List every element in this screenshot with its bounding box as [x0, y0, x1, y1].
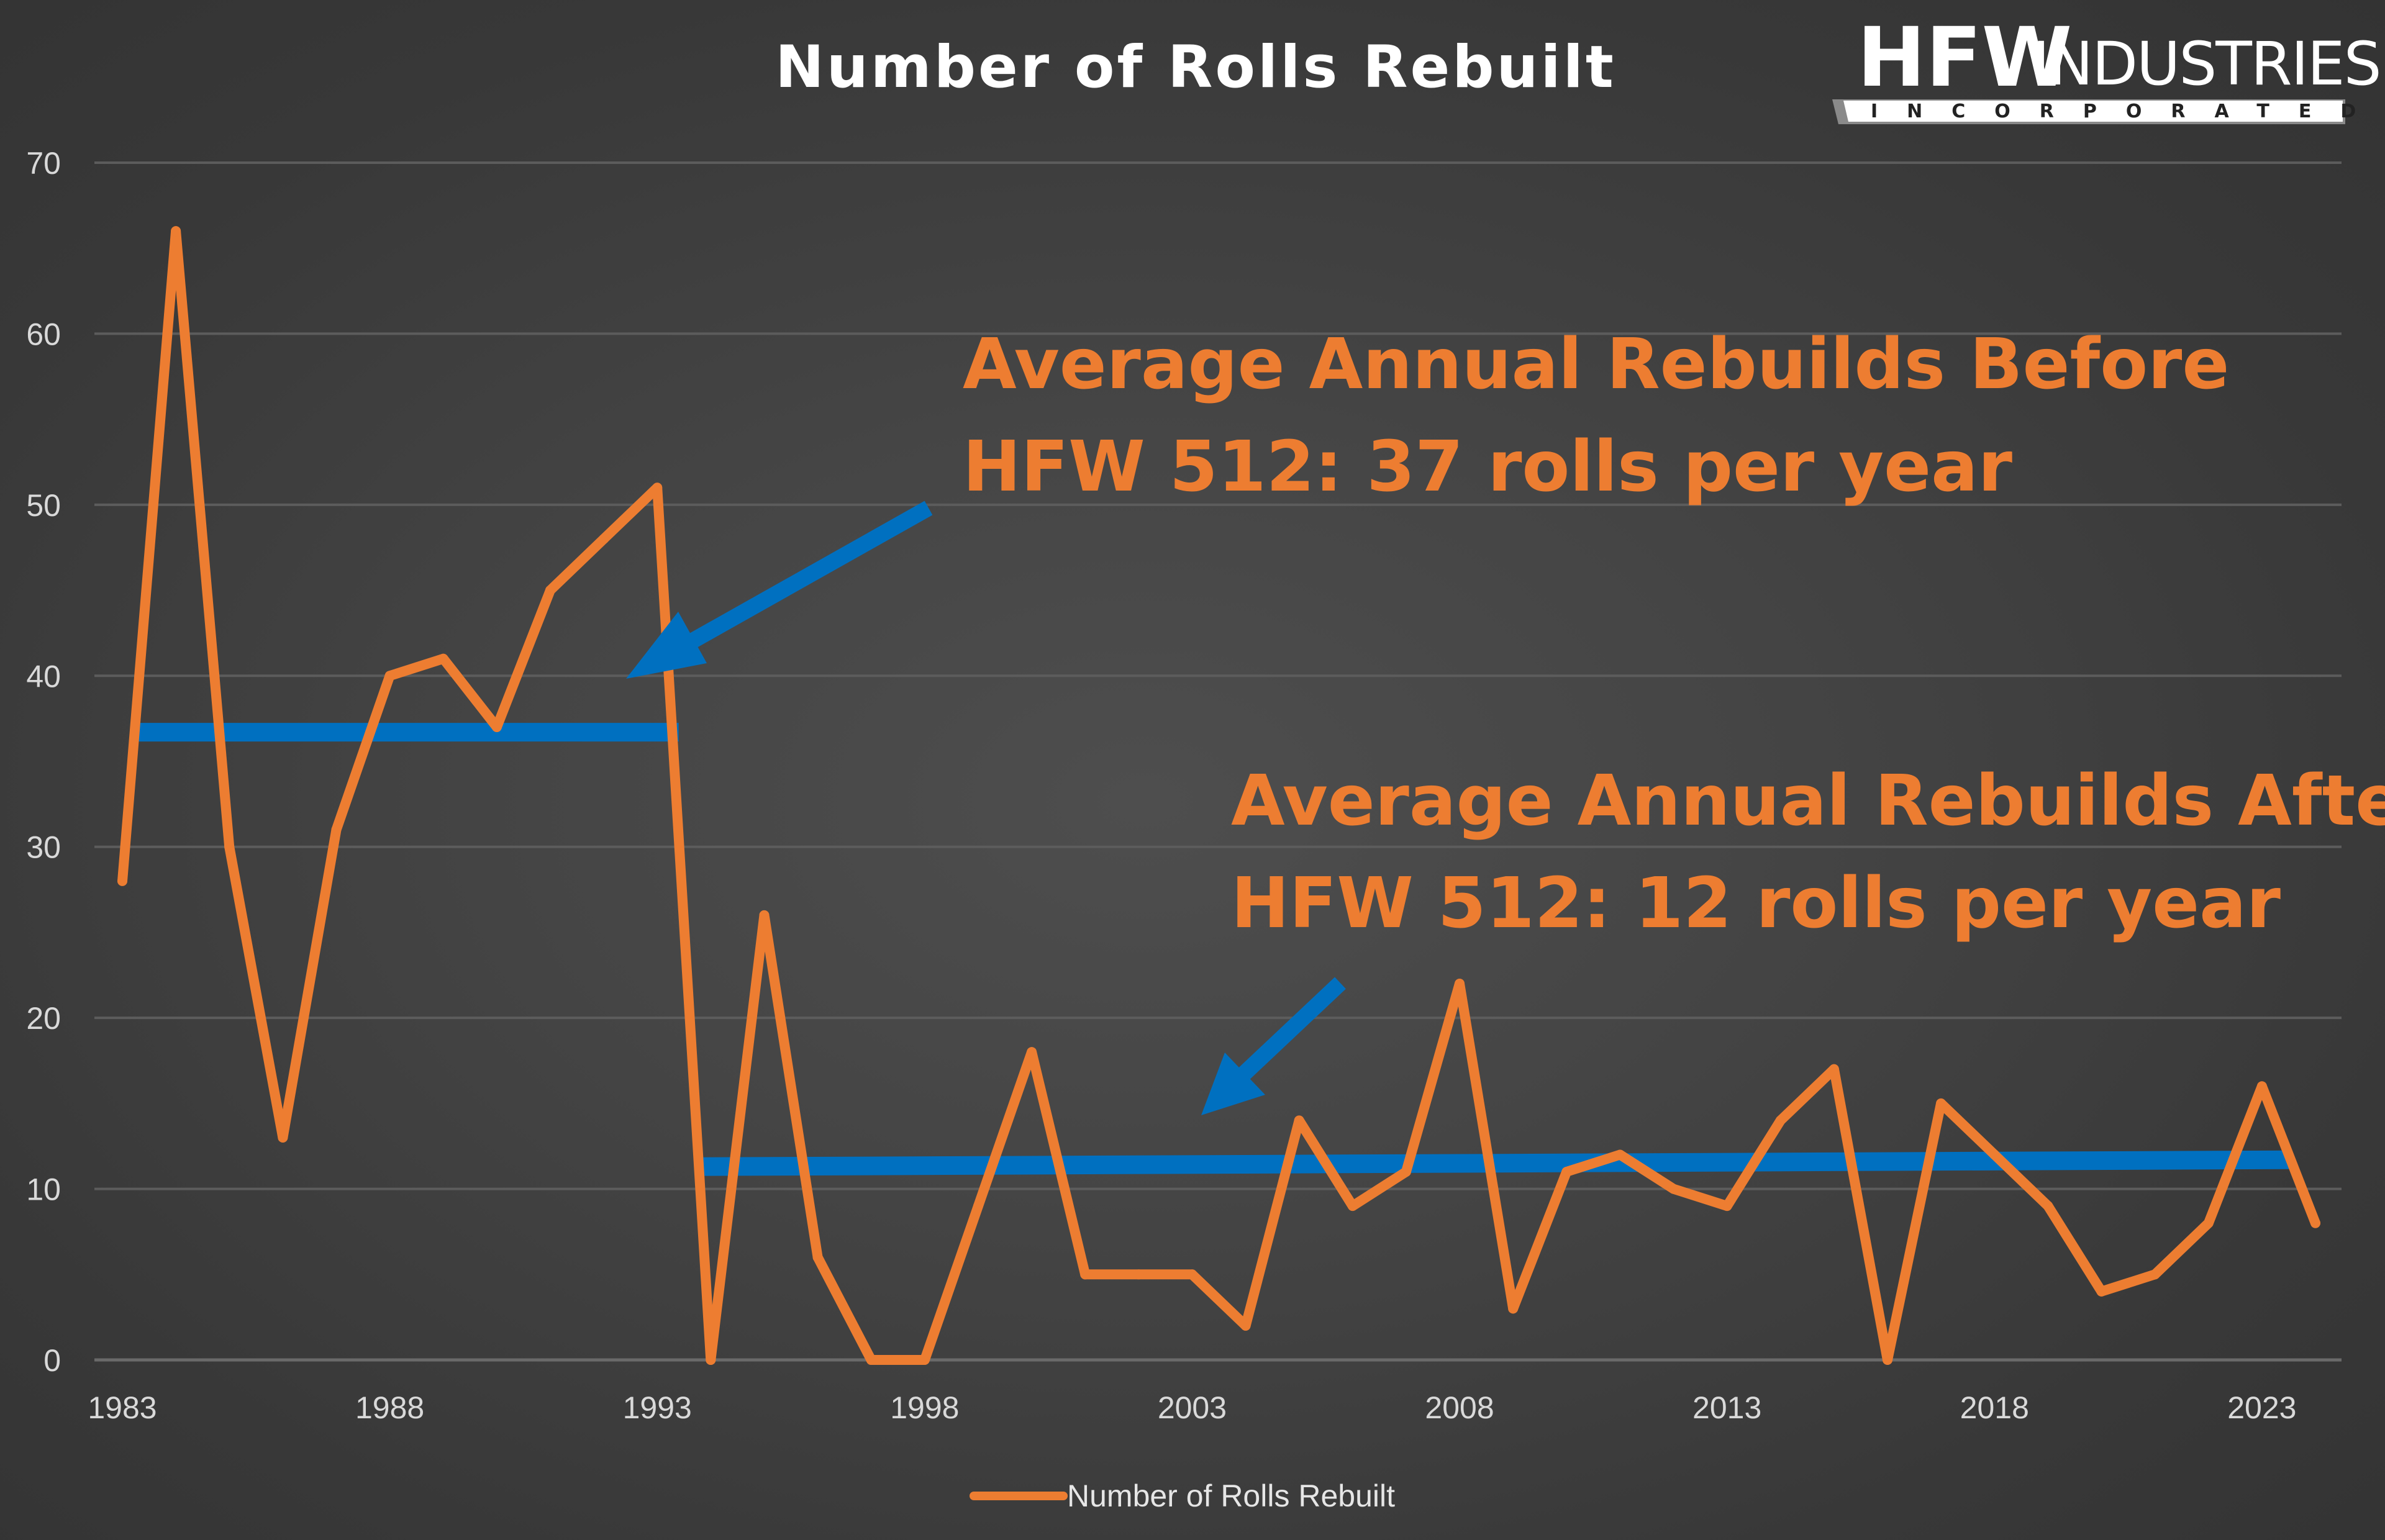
- data-point-1988: [384, 671, 395, 681]
- data-point-2000: [1027, 1047, 1037, 1058]
- data-point-2010: [1561, 1167, 1572, 1177]
- x-tick-label-2023: 2023: [2227, 1390, 2296, 1425]
- data-point-2014: [1775, 1115, 1786, 1126]
- y-tick-label-10: 10: [26, 1172, 61, 1207]
- logo-name: INDUSTRIES: [2032, 29, 2381, 99]
- data-point-2005: [1294, 1115, 1304, 1126]
- chart-title: Number of Rolls Rebuilt: [775, 34, 1616, 101]
- x-tick-label-2003: 2003: [1158, 1390, 1227, 1425]
- data-point-2001: [1080, 1269, 1091, 1280]
- data-point-1994: [706, 1355, 716, 1365]
- arrow-after-shaft: [1238, 977, 1346, 1080]
- y-tick-label-20: 20: [26, 1001, 61, 1036]
- arrow-before: [626, 500, 933, 679]
- arrow-after-head: [1201, 1053, 1265, 1115]
- data-point-2003: [1187, 1269, 1197, 1280]
- legend: Number of Rolls Rebuilt: [970, 1479, 1395, 1513]
- x-tick-label-2018: 2018: [1960, 1390, 2029, 1425]
- logo-underline-bar: [1843, 101, 2343, 122]
- y-tick-label-70: 70: [26, 146, 61, 181]
- data-point-1996: [812, 1252, 823, 1262]
- annotation-after-line-1: Average Annual Rebuilds After: [1231, 761, 2385, 841]
- data-point-2007: [1401, 1167, 1411, 1177]
- data-point-2020: [2096, 1286, 2107, 1297]
- data-point-2024: [2310, 1218, 2320, 1228]
- data-point-1990: [491, 722, 502, 732]
- x-tick-label-1988: 1988: [355, 1390, 424, 1425]
- annotation-after-line-2: HFW 512: 12 rolls per year: [1231, 863, 2281, 944]
- arrow-before-head: [626, 612, 707, 679]
- logo-subtitle: INCORPORATED: [1871, 101, 2385, 122]
- data-point-2013: [1722, 1201, 1732, 1212]
- data-point-2002: [1133, 1269, 1144, 1280]
- y-tick-label-30: 30: [26, 830, 61, 865]
- series-line-rolls-rebuilt: [117, 226, 2320, 1365]
- data-point-2012: [1668, 1184, 1679, 1194]
- annotation-before-line-1: Average Annual Rebuilds Before: [963, 324, 2229, 405]
- y-tick-label-40: 40: [26, 659, 61, 694]
- arrow-before-shaft: [674, 500, 933, 656]
- gridlines: [94, 161, 2342, 1362]
- x-tick-label-1983: 1983: [88, 1390, 157, 1425]
- data-point-2022: [2203, 1218, 2214, 1228]
- y-tick-label-60: 60: [26, 317, 61, 351]
- annotation-before-line-2: HFW 512: 37 rolls per year: [963, 427, 2012, 507]
- data-point-2019: [2043, 1201, 2053, 1212]
- data-point-1991: [545, 585, 555, 596]
- hfw-logo: HFW INDUSTRIES INCORPORATED: [1832, 10, 2385, 124]
- data-point-2017: [1936, 1098, 1947, 1108]
- logo-brand: HFW: [1857, 10, 2072, 106]
- data-point-2009: [1508, 1303, 1519, 1314]
- data-point-1999: [973, 1201, 983, 1212]
- x-tick-label-2013: 2013: [1692, 1390, 1761, 1425]
- y-tick-label-0: 0: [43, 1343, 61, 1378]
- data-point-2018: [1989, 1149, 2000, 1160]
- arrow-after: [1201, 977, 1346, 1115]
- x-tick-label-2008: 2008: [1425, 1390, 1494, 1425]
- data-point-2021: [2150, 1269, 2160, 1280]
- data-point-1998: [919, 1355, 930, 1365]
- x-axis-tick-labels: 1983 1988 1993 1998 2003 2008 2013 2018 2023: [88, 1390, 2296, 1425]
- data-point-2011: [1615, 1149, 1625, 1160]
- data-point-1992: [599, 533, 609, 544]
- data-point-1995: [759, 910, 770, 920]
- data-point-2006: [1347, 1201, 1358, 1212]
- data-point-2016: [1883, 1355, 1893, 1365]
- data-point-1987: [331, 825, 342, 835]
- y-tick-label-50: 50: [26, 488, 61, 523]
- data-point-1984: [171, 226, 181, 237]
- legend-label: Number of Rolls Rebuilt: [1067, 1479, 1395, 1513]
- data-point-1989: [438, 653, 448, 664]
- data-point-2015: [1828, 1064, 1839, 1074]
- data-point-1983: [117, 876, 127, 886]
- series-lines: [117, 226, 2320, 1365]
- data-point-1986: [278, 1132, 288, 1143]
- data-point-2004: [1240, 1320, 1251, 1331]
- x-tick-label-1993: 1993: [623, 1390, 692, 1425]
- data-point-1993: [652, 482, 663, 493]
- y-axis-tick-labels: 0 10 20 30 40 50 60 70: [26, 146, 61, 1378]
- data-point-1985: [224, 841, 235, 852]
- data-point-2023: [2256, 1081, 2267, 1092]
- x-tick-label-1998: 1998: [890, 1390, 959, 1425]
- data-point-1997: [866, 1355, 876, 1365]
- data-point-2008: [1455, 979, 1465, 989]
